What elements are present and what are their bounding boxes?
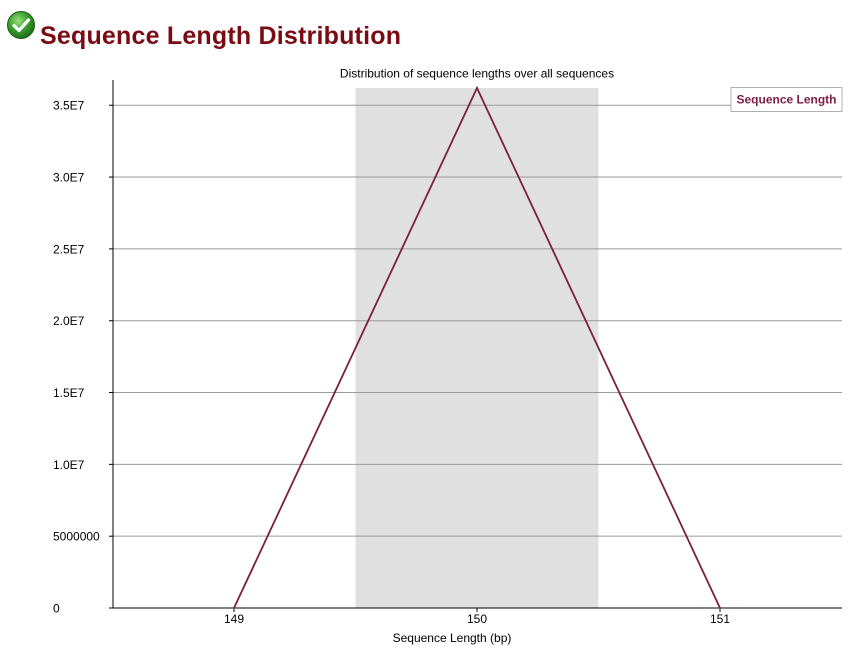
x-tick-label: 150 bbox=[467, 612, 487, 626]
x-axis-label: Sequence Length (bp) bbox=[393, 631, 512, 645]
y-tick-label: 5000000 bbox=[53, 530, 100, 544]
legend-entry: Sequence Length bbox=[736, 93, 836, 107]
check-circle-icon bbox=[7, 11, 35, 39]
x-tick-label: 151 bbox=[710, 612, 730, 626]
chart-title: Distribution of sequence lengths over al… bbox=[340, 67, 614, 81]
line-chart: Distribution of sequence lengths over al… bbox=[53, 67, 843, 645]
y-tick-label: 2.0E7 bbox=[53, 314, 85, 328]
highlight-band bbox=[355, 88, 599, 608]
y-tick-label: 0 bbox=[53, 602, 60, 616]
data-point bbox=[719, 607, 721, 609]
y-tick-label: 2.5E7 bbox=[53, 242, 85, 256]
y-tick-label: 3.5E7 bbox=[53, 99, 85, 113]
page-title: Sequence Length Distribution bbox=[40, 22, 402, 50]
y-tick-label: 1.5E7 bbox=[53, 386, 85, 400]
data-point bbox=[233, 607, 235, 609]
legend-box bbox=[730, 87, 843, 112]
x-tick-label: 149 bbox=[224, 612, 244, 626]
data-point bbox=[476, 87, 478, 89]
y-tick-label: 3.0E7 bbox=[53, 171, 85, 185]
y-tick-label: 1.0E7 bbox=[53, 458, 85, 472]
